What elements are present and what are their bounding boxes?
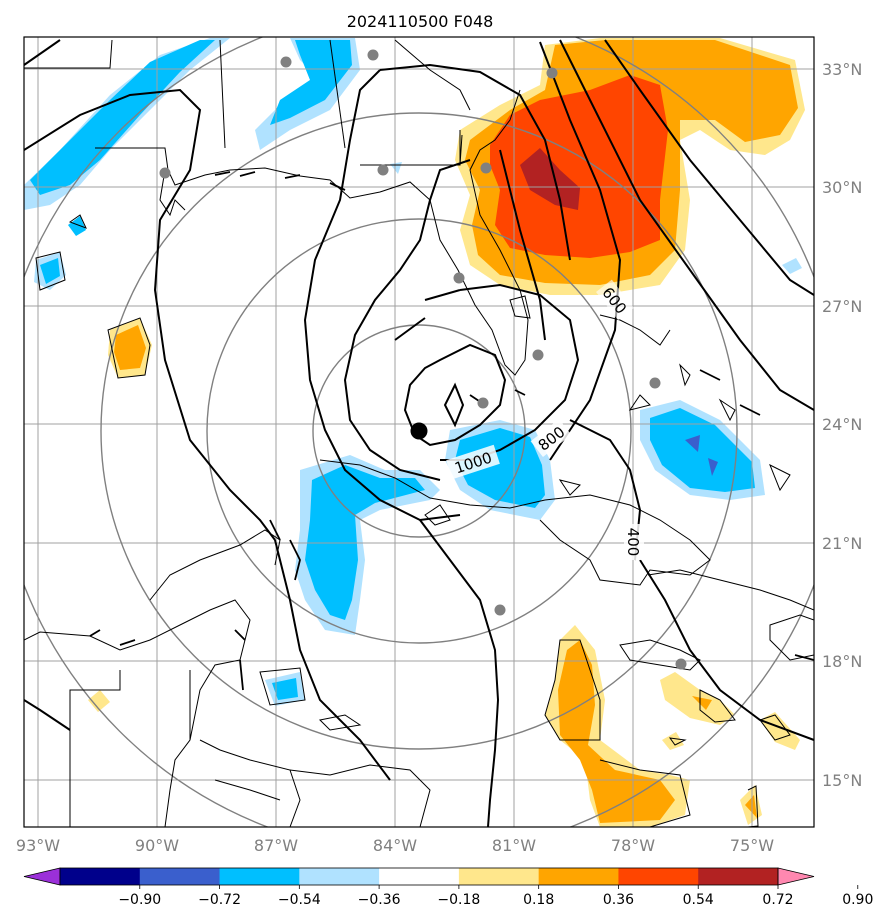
colorbar-swatch xyxy=(219,868,300,885)
colorbar-swatch xyxy=(139,868,221,885)
lat-tick-label: 24°N xyxy=(822,415,862,434)
station-marker xyxy=(546,67,558,79)
colorbar-swatch xyxy=(458,868,540,885)
colorbar-swatch xyxy=(698,868,779,885)
colorbar-swatch xyxy=(379,868,460,885)
station-marker xyxy=(367,49,379,61)
colorbar-swatch xyxy=(299,868,380,885)
lon-tick-label: 93°W xyxy=(16,836,60,855)
negative-anomaly-shading xyxy=(24,38,802,706)
lon-tick-label: 87°W xyxy=(254,836,298,855)
lat-tick-label: 18°N xyxy=(822,652,862,671)
lon-tick-label: 84°W xyxy=(373,836,417,855)
station-marker xyxy=(480,162,492,174)
lon-tick-label: 90°W xyxy=(135,836,179,855)
station-marker xyxy=(675,658,687,670)
contour-label-400: 400 xyxy=(624,528,642,557)
colorbar-extend-high xyxy=(777,867,815,886)
station-markers xyxy=(159,49,687,670)
colorbar-tick-label: 0.18 xyxy=(523,892,554,908)
lon-tick-label: 75°W xyxy=(730,836,774,855)
lat-tick-label: 30°N xyxy=(822,178,862,197)
station-marker xyxy=(280,56,292,68)
station-marker xyxy=(377,164,389,176)
storm-center-marker xyxy=(410,422,428,440)
station-marker xyxy=(494,604,506,616)
longitude-tick-labels: 93°W 90°W 87°W 84°W 81°W 78°W 75°W xyxy=(16,836,774,855)
colorbar-tick-label: 0.90 xyxy=(842,892,873,908)
colorbar-swatch xyxy=(538,868,619,885)
lon-tick-label: 81°W xyxy=(492,836,536,855)
lon-tick-label: 78°W xyxy=(611,836,655,855)
colorbar-tick-label: −0.72 xyxy=(198,892,241,908)
colorbar-swatch xyxy=(618,868,699,885)
coastline-bold xyxy=(89,171,814,691)
station-marker xyxy=(532,349,544,361)
colorbar-tick-label: −0.36 xyxy=(358,892,401,908)
latitude-tick-labels: 33°N 30°N 27°N 24°N 21°N 18°N 15°N xyxy=(822,60,862,790)
colorbar-tick-label: −0.18 xyxy=(437,892,480,908)
colorbar: −0.90 −0.72 −0.54 −0.36 −0.18 0.18 0.36 0.54 0.7… xyxy=(23,867,873,908)
lat-tick-label: 27°N xyxy=(822,297,862,316)
plot-area: 1000 800 600 400 xyxy=(24,37,814,827)
colorbar-tick-label: 0.54 xyxy=(683,892,714,908)
colorbar-tick-label: 0.72 xyxy=(762,892,793,908)
station-marker xyxy=(453,272,465,284)
colorbar-extend-low xyxy=(23,867,61,886)
colorbar-swatch xyxy=(60,868,141,885)
contour-label-group: 1000 800 600 400 xyxy=(446,279,644,560)
lat-tick-label: 15°N xyxy=(822,771,862,790)
station-marker xyxy=(159,167,171,179)
positive-anomaly-shading xyxy=(88,38,805,827)
lat-tick-label: 21°N xyxy=(822,534,862,553)
station-marker xyxy=(477,397,489,409)
colorbar-tick-label: −0.90 xyxy=(118,892,161,908)
colorbar-frame xyxy=(59,867,779,886)
figure-title: 2024110500 F048 xyxy=(347,12,494,31)
lat-tick-label: 33°N xyxy=(822,60,862,79)
geopotential-contours xyxy=(24,39,814,827)
range-rings xyxy=(24,37,814,827)
colorbar-tick-label: −0.54 xyxy=(278,892,321,908)
station-marker xyxy=(649,377,661,389)
plot-frame xyxy=(23,36,815,828)
colorbar-tick-label: 0.36 xyxy=(603,892,634,908)
